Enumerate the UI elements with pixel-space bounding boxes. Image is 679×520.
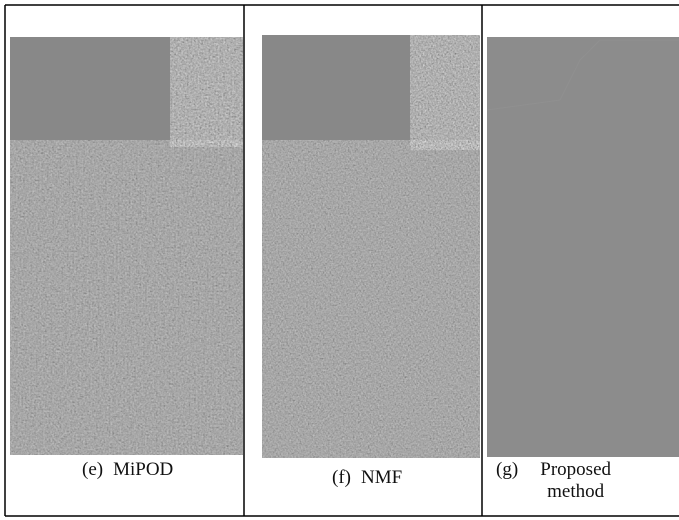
- image-edge: [486, 39, 679, 111]
- image-noise: [262, 140, 480, 458]
- caption-text: Proposed method: [540, 459, 612, 502]
- caption: (f) NMF: [332, 467, 402, 489]
- caption-label: (g): [496, 459, 519, 480]
- image-noise: [170, 37, 243, 147]
- caption-label: (f): [332, 467, 351, 488]
- table-borders: [4, 4, 679, 517]
- image-noise: [10, 140, 243, 455]
- caption-label: (e): [82, 459, 104, 480]
- caption-text: MiPOD: [113, 459, 174, 480]
- caption-text: NMF: [360, 467, 403, 488]
- image-proposed: [487, 37, 679, 457]
- image-noise: [410, 35, 480, 150]
- caption: (g) Proposed method: [496, 459, 646, 503]
- caption: (e) MiPOD: [82, 459, 173, 481]
